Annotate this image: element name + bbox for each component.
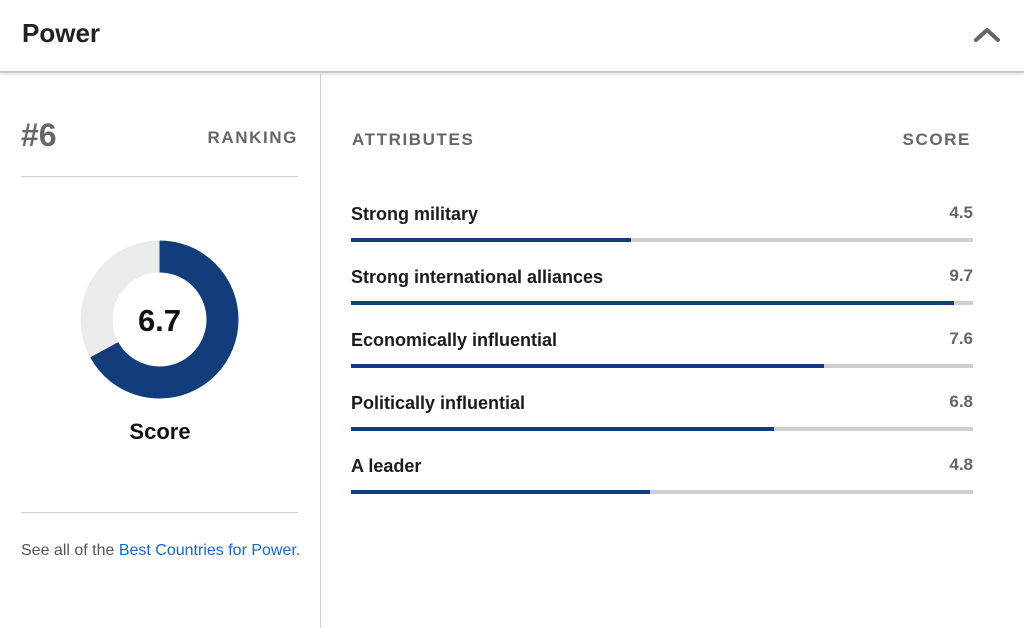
attribute-score: 6.8 — [949, 392, 973, 411]
score-bar-fill — [351, 427, 774, 431]
score-bar-track — [351, 364, 973, 368]
score-bar-fill — [351, 490, 650, 494]
score-bar-fill — [351, 238, 631, 242]
attributes-header: ATTRIBUTES — [352, 130, 475, 149]
score-donut: 6.7 — [80, 240, 239, 399]
section-header[interactable]: Power — [0, 0, 1024, 73]
ranking-panel: #6 RANKING 6.7 Score See all of the Best… — [0, 73, 321, 628]
score-bar-fill — [351, 301, 955, 305]
score-bar-fill — [351, 364, 824, 368]
donut-arc — [80, 240, 239, 399]
attribute-score: 4.5 — [949, 203, 973, 222]
attribute-score: 4.8 — [949, 455, 973, 474]
attribute-label: A leader — [351, 456, 422, 476]
score-bar-track — [351, 427, 973, 431]
chevron-up-icon[interactable] — [972, 22, 1002, 48]
attribute-label: Strong military — [351, 204, 479, 224]
rank-number: #6 — [21, 117, 57, 153]
attribute-row: Strong international alliances 9.7 — [351, 263, 973, 326]
footer-prefix: See all of the — [21, 542, 119, 559]
attribute-list: Strong military 4.5 Strong international a… — [351, 200, 973, 515]
attributes-panel: ATTRIBUTES SCORE Strong military 4.5 Stron… — [321, 73, 1024, 628]
score-value: 6.7 — [138, 303, 181, 338]
divider — [21, 176, 298, 177]
score-label: Score — [129, 419, 191, 444]
footer-text: See all of the Best Countries for Power. — [21, 537, 301, 564]
attribute-row: Strong military 4.5 — [351, 200, 973, 263]
score-bar-track — [351, 301, 973, 305]
attribute-row: Politically influential 6.8 — [351, 389, 973, 452]
divider — [21, 512, 298, 513]
score-bar-track — [351, 238, 973, 242]
attribute-score: 7.6 — [949, 329, 973, 348]
section-title: Power — [22, 18, 101, 48]
attribute-label: Strong international alliances — [351, 267, 604, 287]
score-bar-track — [351, 490, 973, 494]
attribute-label: Economically influential — [351, 330, 558, 350]
attribute-score: 9.7 — [949, 266, 973, 285]
score-header: SCORE — [902, 130, 971, 149]
ranking-label: RANKING — [207, 128, 298, 147]
attribute-row: A leader 4.8 — [351, 452, 973, 515]
attribute-row: Economically influential 7.6 — [351, 326, 973, 389]
attribute-label: Politically influential — [351, 393, 526, 413]
best-countries-link[interactable]: Best Countries for Power. — [118, 542, 301, 559]
